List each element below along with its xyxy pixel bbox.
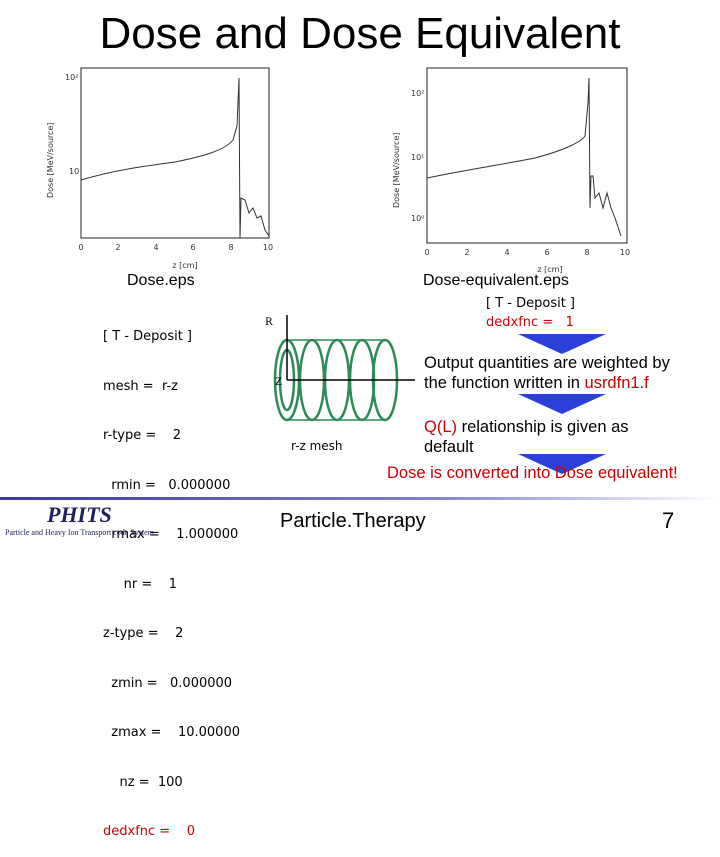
dose-equivalent-plot: 0 2 4 6 8 10 z [cm] 10² 10¹ 10⁰ Dose [Me…	[392, 67, 630, 274]
deq-xtick-3: 6	[544, 248, 549, 257]
dose-equivalent-eps-caption: Dose-equivalent.eps	[423, 272, 569, 289]
input-line: r-type = 2	[103, 428, 182, 443]
dose-equivalent-curve	[426, 77, 622, 237]
tally-input-block: [ T - Deposit ] mesh = r-z r-type = 2 rm…	[103, 296, 240, 857]
footer-center-text: Particle.Therapy	[280, 510, 426, 532]
dose-plot-frame	[80, 67, 270, 239]
dedxfnc-line: dedxfnc = 0	[103, 824, 195, 839]
input-line: rmax = 1.000000	[103, 527, 239, 542]
right-dedxfnc: dedxfnc = 1	[486, 315, 574, 330]
deq-ylabel: Dose [MeV/source]	[392, 133, 401, 209]
dose-plot: 0 2 4 6 8 10 z [cm] 10² 10 Dose [MeV/sou…	[46, 67, 273, 270]
r-axis-label: R	[265, 317, 273, 328]
input-line: zmax = 10.00000	[103, 725, 240, 740]
down-arrow-icon	[518, 334, 606, 354]
deq-xtick-4: 8	[584, 248, 589, 257]
z-axis-label: Z	[275, 377, 282, 388]
phits-logo-text: PHITS	[47, 502, 112, 527]
input-line: nz = 100	[103, 774, 183, 790]
weighting-note: Output quantities are weighted by the fu…	[424, 353, 714, 393]
ql-note: Q(L) relationship is given as default	[424, 417, 714, 457]
dose-eps-caption: Dose.eps	[127, 272, 195, 289]
usrdfn-file: usrdfn1.f	[584, 374, 649, 392]
weighting-note-line2: the function written in	[424, 374, 585, 392]
footer-divider	[0, 497, 720, 500]
deq-xtick-1: 2	[464, 248, 469, 257]
dose-xtick-1: 2	[115, 243, 120, 252]
deq-xtick-2: 4	[504, 248, 509, 257]
rz-mesh-diagram: R Z r-z mesh	[265, 315, 415, 453]
dose-ytick-0: 10²	[65, 73, 78, 82]
input-line: mesh = r-z	[103, 378, 178, 394]
deq-xtick-0: 0	[424, 248, 429, 257]
conversion-note: Dose is converted into Dose equivalent!	[387, 464, 678, 482]
dose-xtick-2: 4	[153, 243, 158, 252]
dose-ylabel: Dose [MeV/source]	[46, 123, 55, 199]
right-tally-header: [ T - Deposit ]	[486, 296, 576, 311]
dose-xtick-4: 8	[228, 243, 233, 252]
deq-xlabel: z [cm]	[537, 265, 562, 274]
input-line: [ T - Deposit ]	[103, 329, 193, 344]
dose-xtick-3: 6	[190, 243, 195, 252]
input-line: zmin = 0.000000	[103, 675, 233, 691]
ql-note-line1: relationship is given as	[457, 418, 629, 436]
down-arrow-icon	[518, 394, 606, 414]
deq-xtick-5: 10	[620, 248, 630, 257]
dose-xtick-0: 0	[78, 243, 83, 252]
dose-xlabel: z [cm]	[172, 261, 197, 270]
page-number: 7	[662, 508, 675, 533]
ql-term: Q(L)	[424, 418, 457, 436]
deq-ytick-0: 10²	[411, 89, 424, 98]
weighting-note-line1: Output quantities are weighted by	[424, 354, 670, 372]
input-line: z-type = 2	[103, 626, 184, 641]
dose-curve	[80, 77, 270, 239]
input-line: rmin = 0.000000	[103, 477, 231, 493]
ql-note-line2: default	[424, 438, 474, 456]
phits-logo: PHITS Particle and Heavy Ion Transport c…	[5, 502, 165, 537]
phits-logo-subtitle: Particle and Heavy Ion Transport code Sy…	[5, 528, 154, 537]
dose-equivalent-plot-frame	[426, 67, 628, 244]
down-arrow-icon	[518, 454, 606, 474]
dose-xtick-5: 10	[263, 243, 273, 252]
dose-ytick-1: 10	[69, 167, 79, 176]
input-line: nr = 1	[103, 576, 178, 592]
deq-ytick-2: 10⁰	[411, 214, 424, 223]
slide-title: Dose and Dose Equivalent	[99, 9, 621, 58]
rz-mesh-label: r-z mesh	[291, 439, 343, 453]
deq-ytick-1: 10¹	[411, 153, 424, 162]
